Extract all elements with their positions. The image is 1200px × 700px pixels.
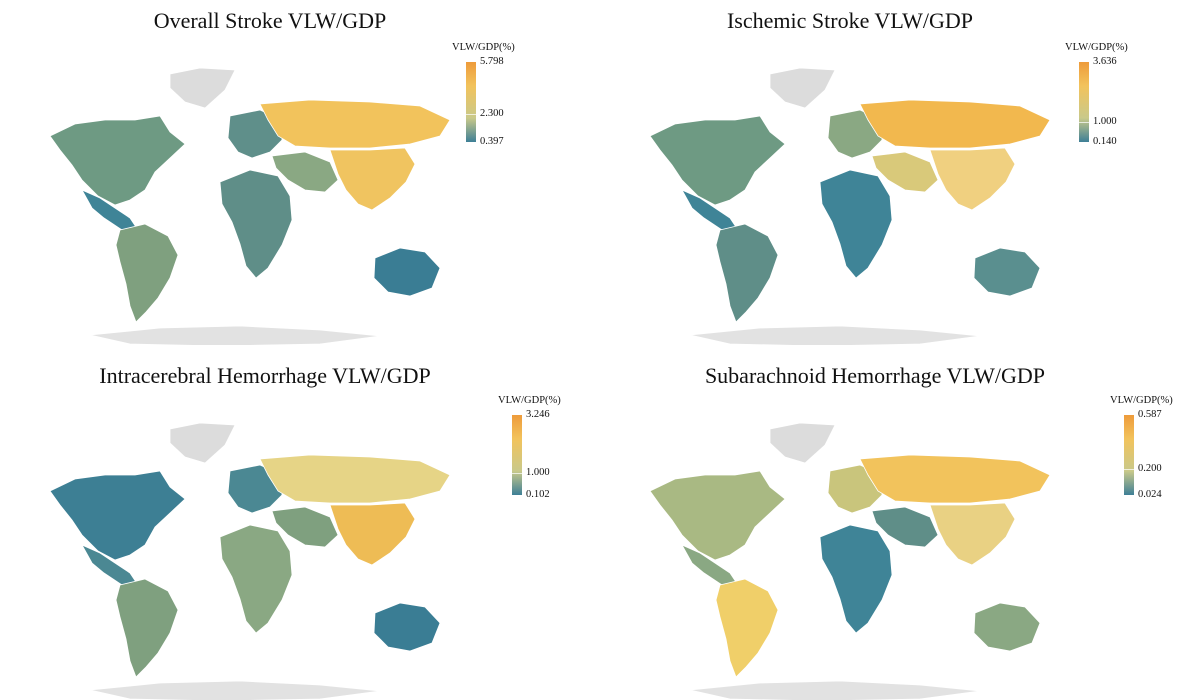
- region-antarctica: [689, 325, 981, 345]
- region-south-america: [115, 223, 179, 323]
- map-panel: Intracerebral Hemorrhage VLW/GDP VLW/GDP(…: [0, 355, 600, 700]
- legend-title: VLW/GDP(%): [1065, 42, 1128, 53]
- region-south-america: [115, 578, 179, 678]
- region-asia-east: [929, 147, 1016, 211]
- color-legend: VLW/GDP(%) 0.587 0.200 0.024: [1110, 395, 1200, 525]
- map-title: Overall Stroke VLW/GDP: [153, 8, 387, 33]
- region-russia: [859, 454, 1051, 504]
- region-north-america: [649, 470, 786, 561]
- color-legend: VLW/GDP(%) 3.246 1.000 0.102: [498, 395, 608, 525]
- region-antarctica: [89, 325, 381, 345]
- color-legend: VLW/GDP(%) 5.798 2.300 0.397: [452, 42, 562, 172]
- world-map: [649, 67, 1051, 345]
- legend-color-bar: [1124, 415, 1134, 495]
- map-title: Intracerebral Hemorrhage VLW/GDP: [99, 363, 431, 388]
- legend-title: VLW/GDP(%): [1110, 395, 1173, 406]
- map-title: Ischemic Stroke VLW/GDP: [726, 8, 974, 33]
- world-map: [49, 422, 451, 700]
- region-greenland: [169, 422, 236, 464]
- region-greenland: [769, 422, 836, 464]
- legend-tick-min: 0.140: [1093, 136, 1117, 147]
- map-panel: Overall Stroke VLW/GDP VLW/GDP(%) 5.798 2.3…: [0, 0, 600, 345]
- region-north-america: [649, 115, 786, 206]
- legend-color-bar: [1079, 62, 1089, 142]
- legend-tick-mark: [512, 472, 522, 474]
- legend-color-bar: [512, 415, 522, 495]
- region-greenland: [169, 67, 236, 109]
- legend-tick-max: 5.798: [480, 56, 504, 67]
- region-australia: [973, 247, 1041, 297]
- color-legend: VLW/GDP(%) 3.636 1.000 0.140: [1065, 42, 1175, 172]
- region-australia: [373, 602, 441, 652]
- region-middle-east: [871, 151, 939, 193]
- region-russia: [259, 99, 451, 149]
- region-middle-east: [871, 506, 939, 548]
- region-north-america: [49, 470, 186, 561]
- region-asia-east: [329, 502, 416, 566]
- map-panel: Ischemic Stroke VLW/GDP VLW/GDP(%) 3.636 1.…: [600, 0, 1200, 345]
- region-north-america: [49, 115, 186, 206]
- legend-tick-max: 3.246: [526, 409, 550, 420]
- legend-tick-max: 0.587: [1138, 409, 1162, 420]
- region-russia: [259, 454, 451, 504]
- legend-title: VLW/GDP(%): [498, 395, 561, 406]
- region-africa: [819, 169, 893, 279]
- region-africa: [819, 524, 893, 634]
- region-australia: [373, 247, 441, 297]
- region-russia: [859, 99, 1051, 149]
- region-south-america: [715, 578, 779, 678]
- legend-tick-min: 0.102: [526, 489, 550, 500]
- region-middle-east: [271, 506, 339, 548]
- legend-color-bar: [466, 62, 476, 142]
- world-map: [649, 422, 1051, 700]
- region-south-america: [715, 223, 779, 323]
- region-africa: [219, 169, 293, 279]
- legend-tick-mid: 2.300: [480, 108, 504, 119]
- map-title: Subarachnoid Hemorrhage VLW/GDP: [704, 363, 1046, 388]
- legend-tick-min: 0.397: [480, 136, 504, 147]
- legend-tick-mid: 0.200: [1138, 463, 1162, 475]
- region-asia-east: [329, 147, 416, 211]
- region-antarctica: [89, 680, 381, 700]
- legend-tick-mid: 1.000: [1093, 116, 1117, 127]
- legend-tick-max: 3.636: [1093, 56, 1117, 67]
- region-australia: [973, 602, 1041, 652]
- region-antarctica: [689, 680, 981, 700]
- legend-tick-mark: [466, 114, 476, 115]
- legend-tick-mid: 1.000: [526, 466, 550, 478]
- region-middle-east: [271, 151, 339, 193]
- region-asia-east: [929, 502, 1016, 566]
- legend-tick-min: 0.024: [1138, 489, 1162, 500]
- region-greenland: [769, 67, 836, 109]
- legend-tick-mark: [1079, 122, 1089, 123]
- region-africa: [219, 524, 293, 634]
- legend-tick-mark: [1124, 469, 1134, 471]
- world-map: [49, 67, 451, 345]
- map-panel: Subarachnoid Hemorrhage VLW/GDP VLW/GDP(%…: [600, 355, 1200, 700]
- legend-title: VLW/GDP(%): [452, 42, 515, 53]
